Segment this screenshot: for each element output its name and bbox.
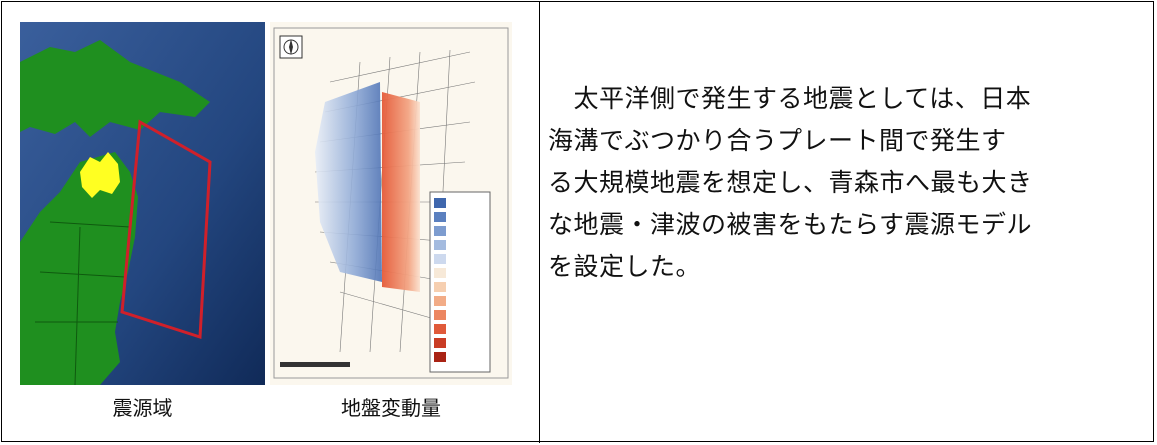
caption-source-area: 震源域 — [112, 396, 173, 420]
column-divider — [539, 2, 540, 443]
ground-deformation-map — [270, 22, 512, 385]
source-area-outline — [120, 119, 212, 340]
ground-deformation-map-graphic — [270, 22, 512, 385]
deformation-legend — [429, 191, 491, 373]
compass-icon — [279, 35, 303, 59]
scale-bar — [280, 362, 350, 367]
subsidence-zone — [315, 82, 382, 282]
caption-ground-deformation: 地盤変動量 — [341, 396, 441, 420]
uplift-zone — [382, 92, 420, 292]
paragraph-line: る大規模地震を想定し、青森市へ最も大き — [548, 168, 1033, 197]
description-paragraph: 太平洋側で発生する地震としては、日本 海溝でぶつかり合うプレート間で発生す る大… — [548, 78, 1148, 288]
hokkaido-landmass — [20, 40, 210, 137]
paragraph-line: 海溝でぶつかり合うプレート間で発生す — [548, 126, 1007, 155]
aomori-highlight — [80, 152, 120, 198]
source-area-map-graphic — [20, 22, 265, 385]
paragraph-line: 太平洋側で発生する地震としては、日本 — [548, 84, 1032, 113]
paragraph-line: な地震・津波の被害をもたらす震源モデル — [548, 210, 1033, 239]
paragraph-line: を設定した。 — [548, 252, 702, 281]
source-area-map — [20, 22, 265, 385]
